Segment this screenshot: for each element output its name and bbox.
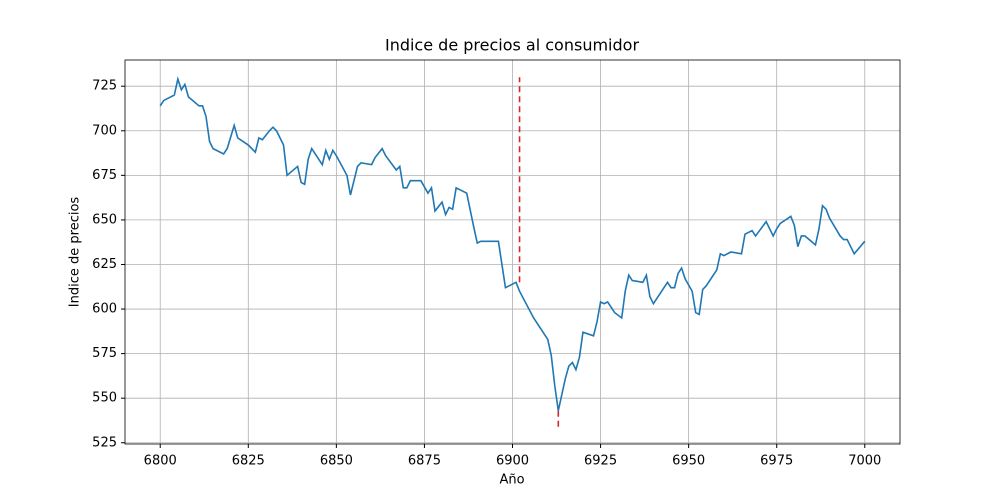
x-tick-label: 6950 [672, 454, 705, 469]
x-tick-label: 6925 [584, 454, 617, 469]
y-tick-label: 525 [92, 435, 117, 450]
x-tick-label: 6900 [496, 454, 529, 469]
y-tick-label: 575 [92, 346, 117, 361]
y-tick-label: 550 [92, 391, 117, 406]
data-line [159, 76, 866, 411]
x-tick-label: 6800 [144, 454, 177, 469]
y-tick-label: 725 [92, 79, 117, 94]
chart-title: Indice de precios al consumidor [385, 36, 639, 55]
y-tick-label: 700 [92, 123, 117, 138]
x-tick-label: 7000 [848, 454, 881, 469]
y-axis-label: Indice de precios [68, 197, 83, 308]
plot-frame [124, 59, 901, 445]
x-tick-label: 6975 [760, 454, 793, 469]
x-tick-label: 6850 [320, 454, 353, 469]
y-tick-label: 650 [92, 212, 117, 227]
x-tick-label: 6875 [408, 454, 441, 469]
y-tick-label: 600 [92, 302, 117, 317]
y-tick-label: 625 [92, 257, 117, 272]
y-tick-label: 675 [92, 168, 117, 183]
x-tick-label: 6825 [232, 454, 265, 469]
x-axis-label: Año [499, 473, 524, 488]
